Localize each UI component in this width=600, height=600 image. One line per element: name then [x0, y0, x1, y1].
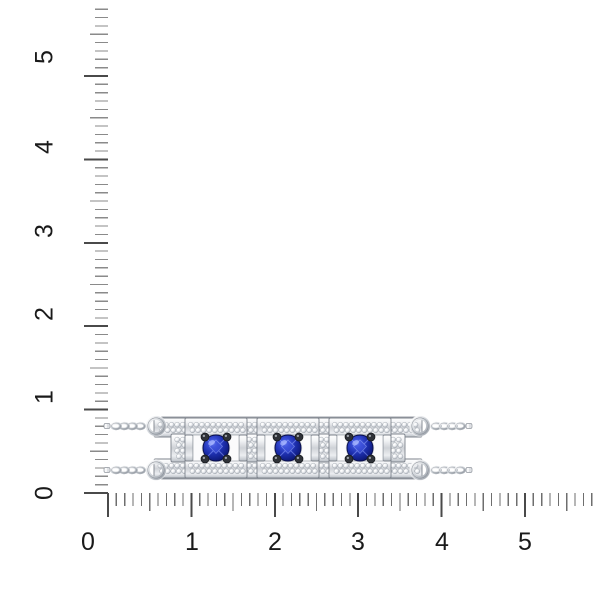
x-axis-tick-label-4: 4 [435, 528, 449, 556]
y-axis-tick-label-1: 1 [30, 390, 59, 404]
y-axis-tick-label-5: 5 [30, 50, 59, 64]
y-axis-tick-label-2: 2 [30, 307, 59, 321]
y-axis-tick-label-3: 3 [30, 224, 59, 238]
y-axis-tick-label-4: 4 [30, 140, 59, 154]
x-axis-tick-label-3: 3 [351, 528, 365, 556]
x-axis-tick-label-5: 5 [518, 528, 532, 556]
x-axis-tick-label-1: 1 [185, 528, 199, 556]
x-axis-tick-label-0: 0 [81, 528, 95, 556]
y-axis-tick-label-0: 0 [30, 486, 59, 500]
x-axis-tick-label-2: 2 [268, 528, 282, 556]
